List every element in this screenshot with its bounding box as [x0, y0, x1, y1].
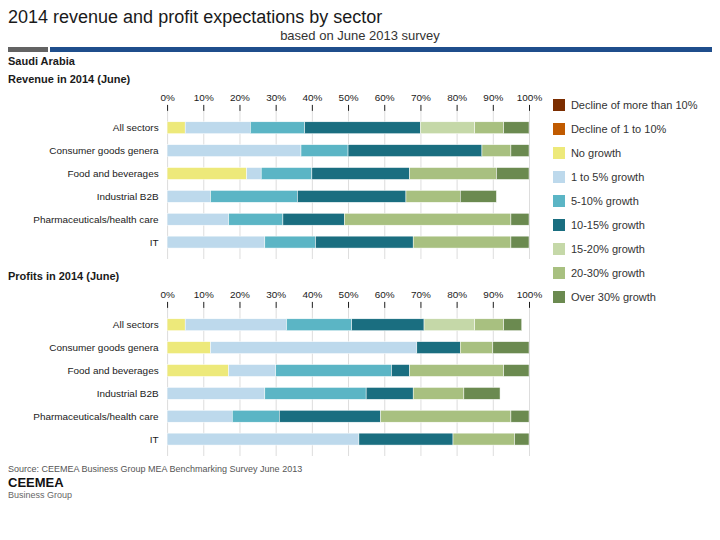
html-text:20-30% growth: 20-30% growth	[570, 267, 645, 279]
html-text:10-15% growth: 10-15% growth	[570, 219, 645, 231]
svg-text:20%: 20%	[230, 289, 250, 300]
svg-text:20%: 20%	[230, 92, 250, 103]
html-text:Revenue in 2014 (June): Revenue in 2014 (June)	[8, 73, 131, 85]
html-text:Source: CEEMEA Business Group: Source: CEEMEA Business Group MEA Benchm…	[8, 463, 303, 474]
svg-text:0%: 0%	[160, 289, 175, 300]
svg-text:IT: IT	[150, 237, 159, 248]
svg-text:Consumer goods genera: Consumer goods genera	[49, 145, 159, 156]
svg-text:All sectors: All sectors	[113, 122, 159, 133]
svg-text:90%: 90%	[483, 92, 503, 103]
html-text:CEEMEA: CEEMEA	[8, 474, 64, 490]
svg-text:Industrial B2B: Industrial B2B	[97, 191, 159, 202]
svg-text:60%: 60%	[375, 289, 395, 300]
svg-text:Industrial B2B: Industrial B2B	[97, 388, 159, 399]
html-text:Business Group: Business Group	[8, 489, 72, 500]
svg-text:10%: 10%	[194, 289, 214, 300]
html-text:2014 revenue and profit expect: 2014 revenue and profit expectations by …	[8, 7, 383, 27]
svg-text:50%: 50%	[339, 92, 359, 103]
html-text:Saudi Arabia: Saudi Arabia	[8, 55, 75, 67]
svg-text:70%: 70%	[411, 289, 431, 300]
svg-text:100%: 100%	[517, 289, 543, 300]
svg-text:All sectors: All sectors	[113, 319, 159, 330]
svg-text:80%: 80%	[447, 289, 467, 300]
html-text:15-20% growth: 15-20% growth	[570, 243, 645, 255]
svg-text:40%: 40%	[302, 289, 322, 300]
svg-text:80%: 80%	[447, 92, 467, 103]
svg-text:IT: IT	[150, 434, 159, 445]
svg-text:Pharmaceuticals/health care: Pharmaceuticals/health care	[33, 214, 159, 225]
html-text:based on June 2013 survey: based on June 2013 survey	[280, 28, 440, 43]
svg-text:Food and beverages: Food and beverages	[67, 168, 158, 179]
html-text:5-10% growth: 5-10% growth	[570, 195, 639, 207]
html-text:Decline of 1 to 10%: Decline of 1 to 10%	[570, 123, 667, 135]
svg-text:10%: 10%	[194, 92, 214, 103]
svg-text:30%: 30%	[266, 289, 286, 300]
html-text:1 to 5% growth: 1 to 5% growth	[570, 171, 645, 183]
svg-text:30%: 30%	[266, 92, 286, 103]
html-text:Decline of more than 10%: Decline of more than 10%	[570, 99, 698, 111]
svg-text:0%: 0%	[160, 92, 175, 103]
html-text:Profits in 2014 (June): Profits in 2014 (June)	[8, 270, 120, 282]
html-text:Over 30% growth: Over 30% growth	[570, 291, 656, 303]
svg-text:Pharmaceuticals/health care: Pharmaceuticals/health care	[33, 411, 159, 422]
svg-text:60%: 60%	[375, 92, 395, 103]
svg-text:100%: 100%	[517, 92, 543, 103]
svg-text:70%: 70%	[411, 92, 431, 103]
svg-text:50%: 50%	[339, 289, 359, 300]
svg-text:90%: 90%	[483, 289, 503, 300]
svg-text:Food and beverages: Food and beverages	[67, 365, 158, 376]
html-text:No growth: No growth	[570, 147, 622, 159]
svg-text:Consumer goods genera: Consumer goods genera	[49, 342, 159, 353]
svg-text:40%: 40%	[302, 92, 322, 103]
